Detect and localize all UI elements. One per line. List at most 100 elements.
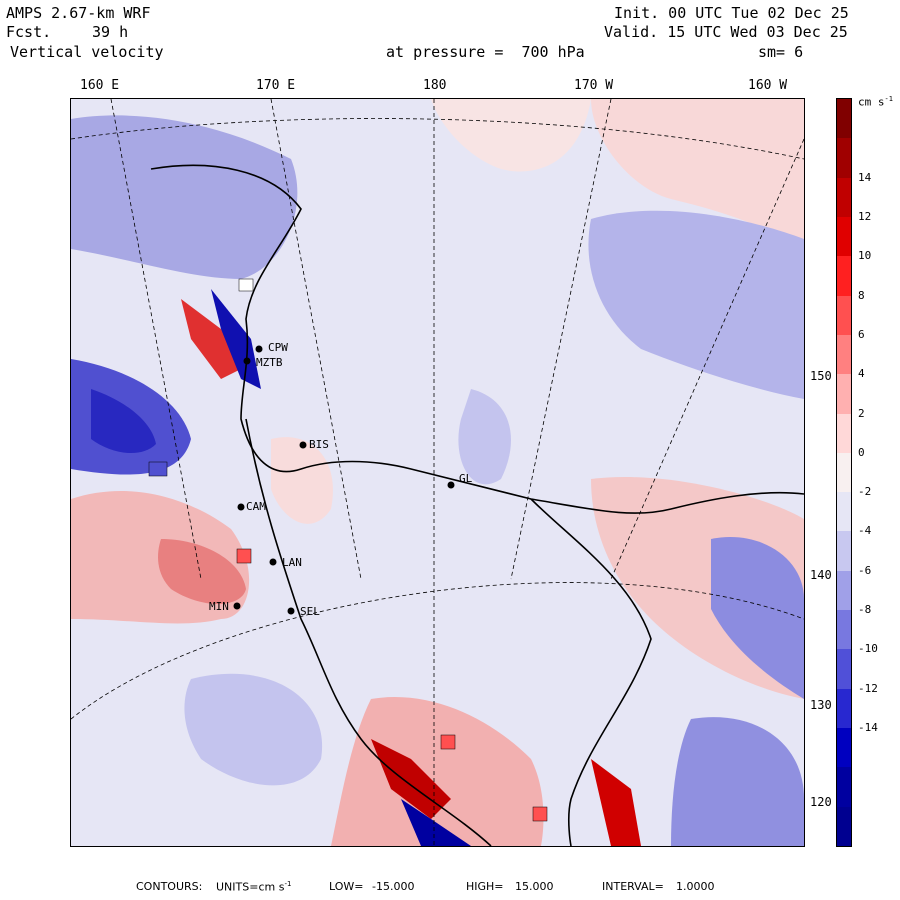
station-label-mztb: MZTB	[256, 356, 283, 369]
colorbar-segment	[837, 649, 851, 690]
station-dot-mztb	[243, 357, 251, 365]
negative-region-east	[711, 537, 804, 699]
meridian-160w	[610, 138, 804, 580]
init-time: Init. 00 UTC Tue 02 Dec 25	[614, 4, 849, 22]
pressure-level: at pressure = 700 hPa	[386, 43, 585, 61]
footer-interval-value: 1.0000	[676, 880, 715, 893]
colorbar-tick-label: 12	[858, 209, 872, 223]
footer-high-label: HIGH=	[466, 880, 504, 893]
colorbar-segment	[837, 99, 851, 139]
colorbar-segment	[837, 688, 851, 729]
colorbar-tick-label: 0	[858, 445, 865, 459]
meridian-170w	[510, 99, 612, 580]
strong-ascent-west	[158, 539, 246, 604]
colorbar-segment	[837, 806, 851, 847]
lon-label-160w: 160 W	[748, 78, 788, 93]
meridian-170e	[270, 99, 362, 580]
colorbar-tick-label: 14	[858, 170, 872, 184]
colorbar-tick-label: -10	[858, 642, 878, 656]
parallel-south	[71, 582, 804, 720]
positive-region-northeast	[591, 99, 804, 249]
positive-region-north	[431, 99, 591, 172]
station-label-sel: SEL	[300, 605, 320, 618]
colorbar-segment	[837, 334, 851, 375]
field-name: Vertical velocity	[10, 43, 164, 61]
colorbar-segment	[837, 374, 851, 415]
contour-label-negative	[148, 461, 168, 477]
grounding-line	[530, 498, 652, 846]
colorbar-segment	[837, 413, 851, 454]
colorbar-tick-label: 8	[858, 288, 865, 302]
colorbar-segment	[837, 138, 851, 179]
colorbar-tick-label: 6	[858, 327, 865, 341]
vertical-velocity-map	[70, 98, 805, 847]
station-dot-bis	[299, 441, 307, 449]
colorbar-segment	[837, 610, 851, 650]
colorbar-tick-label: -2	[858, 485, 872, 499]
negative-region-northeast	[588, 210, 804, 399]
map-canvas	[71, 99, 804, 846]
negative-region-southwest	[184, 673, 323, 786]
colorbar-segment	[837, 531, 851, 572]
contour-label-positive-southeast	[532, 806, 548, 822]
coastline-transantarctic	[245, 418, 492, 846]
mountain-wave-negative-south	[401, 799, 471, 846]
colorbar-tick-label: -6	[858, 563, 872, 577]
strong-subsidence-core	[91, 389, 156, 454]
station-label-min: MIN	[209, 600, 229, 613]
colorbar-tick-label: -14	[858, 721, 878, 735]
colorbar-segment	[837, 767, 851, 808]
coastline-ice-shelf	[150, 164, 804, 514]
lon-label-160e: 160 E	[80, 78, 120, 93]
contour-label-positive-south	[440, 734, 456, 750]
station-dot-gl	[447, 481, 455, 489]
station-dot-lan	[269, 558, 277, 566]
colorbar	[836, 98, 852, 847]
negative-region-southeast	[671, 717, 804, 846]
contour-label-positive	[236, 548, 252, 564]
colorbar-segment	[837, 728, 851, 768]
valid-time: Valid. 15 UTC Wed 03 Dec 25	[604, 23, 848, 41]
colorbar-tick-label: 4	[858, 367, 865, 381]
colorbar-tick-label: -4	[858, 524, 872, 538]
parallel-north	[71, 118, 804, 160]
station-label-gl: GL	[459, 472, 473, 485]
colorbar-units: cm s-1	[858, 95, 893, 109]
positive-region-coast	[271, 437, 333, 524]
station-label-cpw: CPW	[268, 341, 288, 354]
lon-label-170e: 170 E	[256, 78, 296, 93]
footer-interval-label: INTERVAL=	[602, 880, 664, 893]
negative-region-northwest	[71, 115, 298, 279]
mountain-wave-positive	[181, 299, 241, 379]
station-dot-min	[233, 602, 241, 610]
lon-label-170w: 170 W	[574, 78, 614, 93]
colorbar-tick-label: -12	[858, 681, 878, 695]
colorbar-tick-label: 2	[858, 406, 865, 420]
model-title: AMPS 2.67-km WRF	[6, 4, 151, 22]
station-label-cam: CAM	[246, 500, 266, 513]
meridian-160e	[110, 99, 202, 580]
colorbar-segment	[837, 570, 851, 611]
contour-label-box	[238, 278, 254, 292]
smoothing-value: sm= 6	[758, 43, 804, 61]
footer-high-value: 15.000	[515, 880, 554, 893]
colorbar-segment	[837, 177, 851, 218]
colorbar-segment	[837, 216, 851, 257]
station-dot-cpw	[255, 345, 263, 353]
station-dot-cam	[237, 503, 245, 511]
footer-contours: CONTOURS:	[136, 880, 203, 893]
forecast-hour: 39 h	[92, 23, 129, 41]
station-dot-sel	[287, 607, 295, 615]
colorbar-segment	[837, 492, 851, 532]
footer-low-value: -15.000	[372, 880, 415, 893]
station-label-bis: BIS	[309, 438, 329, 451]
colorbar-segment	[837, 452, 851, 493]
mountain-wave-positive-southeast	[591, 759, 641, 846]
colorbar-tick-label: -8	[858, 603, 872, 617]
footer-units: UNITS=cm s-1	[216, 880, 292, 894]
lon-label-180: 180	[423, 78, 447, 93]
footer-low-label: LOW=	[329, 880, 364, 893]
colorbar-segment	[837, 256, 851, 297]
positive-region-south	[331, 697, 544, 846]
negative-region-center	[458, 389, 511, 485]
